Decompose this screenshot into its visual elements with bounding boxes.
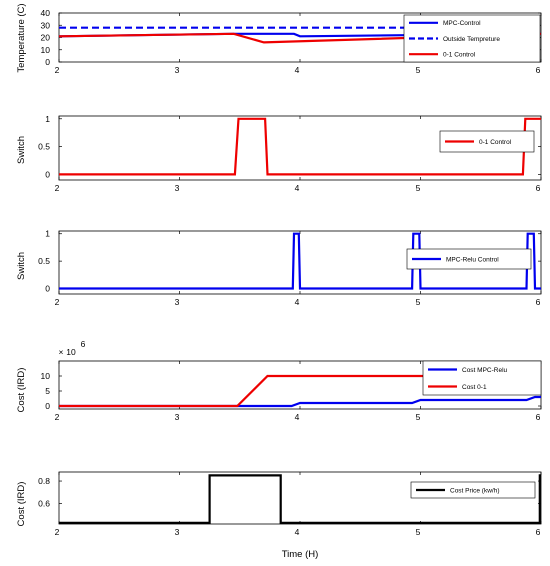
x-tick-label: 6 — [536, 183, 541, 193]
y-tick-label: 0.6 — [38, 499, 50, 509]
y-tick-label: 30 — [41, 20, 51, 30]
x-tick-label: 2 — [55, 297, 60, 307]
legend-box — [410, 481, 536, 499]
y-axis-label: Temperature (C) — [16, 3, 27, 72]
x-tick-label: 3 — [175, 65, 180, 75]
legend-label: 0-1 Control — [443, 51, 476, 58]
exponent-power: 6 — [81, 339, 86, 349]
x-tick-label: 6 — [536, 65, 541, 75]
legend-3: MPC-Relu Control — [406, 248, 532, 270]
y-tick-label: 0.5 — [38, 256, 50, 266]
legend-4: Cost MPC-Relu Cost 0-1 — [422, 360, 542, 396]
chart-panel-3: 2 3 4 5 6 0 0.5 1 Switch MPC-Relu Control — [16, 229, 542, 307]
legend-1: MPC-Control Outside Tempreture 0-1 Control — [403, 14, 541, 63]
series-line-3-1 — [59, 232, 541, 290]
x-tick-label: 4 — [295, 65, 300, 75]
legend-label: 0-1 Control — [479, 139, 512, 146]
exponent-base: 10 — [66, 347, 76, 357]
x-tick-label: 3 — [175, 412, 180, 422]
y-tick-label: 1 — [45, 229, 50, 239]
y-tick-label: 0.5 — [38, 142, 50, 152]
x-tick-label: 2 — [55, 412, 60, 422]
y-tick-label: 10 — [41, 45, 51, 55]
legend-label: Cost Price (kw/h) — [450, 487, 499, 494]
y-tick-label: 40 — [41, 8, 51, 18]
y-tick-label: 0 — [45, 57, 50, 67]
x-tick-label: 5 — [416, 412, 421, 422]
y-tick-label: 0 — [45, 169, 50, 179]
y-tick-label: 10 — [41, 371, 51, 381]
x-tick-label: 3 — [175, 527, 180, 537]
y-tick-label: 0 — [45, 284, 50, 294]
legend-5: Cost Price (kw/h) — [410, 481, 536, 499]
y-tick-label: 0 — [45, 401, 50, 411]
legend-label: MPC-Relu Control — [446, 256, 499, 263]
y-tick-label: 0.8 — [38, 476, 50, 486]
y-axis-label: Switch — [16, 252, 27, 280]
x-tick-label: 5 — [416, 297, 421, 307]
x-tick-label: 5 — [416, 183, 421, 193]
x-tick-label: 4 — [295, 527, 300, 537]
x-tick-label: 3 — [175, 183, 180, 193]
legend-label: Cost 0-1 — [462, 384, 487, 391]
y-axis-label: Switch — [16, 136, 27, 164]
legend-2: 0-1 Control — [439, 130, 535, 153]
legend-box — [439, 130, 535, 153]
x-tick-label: 2 — [55, 65, 60, 75]
chart-panel-5: 2 3 4 5 6 0.6 0.8 Cost (IRD) Cost Price (kw/h) — [16, 471, 542, 537]
legend-box — [422, 360, 542, 396]
x-tick-label: 2 — [55, 527, 60, 537]
x-tick-label: 6 — [536, 412, 541, 422]
y-axis-label: Cost (IRD) — [16, 482, 27, 527]
x-tick-label: 6 — [536, 297, 541, 307]
x-axis-label: Time (H) — [282, 549, 319, 560]
legend-label: Outside Tempreture — [443, 36, 500, 43]
legend-label: MPC-Control — [443, 20, 481, 27]
y-tick-label: 5 — [45, 386, 50, 396]
y-axis-label: Cost (IRD) — [16, 368, 27, 413]
x-tick-label: 4 — [295, 183, 300, 193]
legend-box — [406, 248, 532, 270]
chart-panel-2: 2 3 4 5 6 0 0.5 1 Switch 0-1 Control — [16, 114, 542, 193]
y-tick-label: 20 — [41, 33, 51, 43]
x-tick-label: 2 — [55, 183, 60, 193]
series-line-4-1 — [59, 395, 541, 408]
legend-label: Cost MPC-Relu — [462, 367, 508, 374]
series-line-2-1 — [59, 117, 541, 176]
exponent-times-sign: × — [59, 347, 64, 357]
chart-panel-1: 2 3 4 5 6 0 10 20 30 40 Temperature (C) MPC-Control… — [16, 3, 542, 75]
series-line-1-3 — [58, 32, 542, 44]
x-tick-label: 5 — [416, 527, 421, 537]
series-line-5-1 — [59, 474, 541, 525]
x-tick-label: 4 — [295, 412, 300, 422]
y-tick-label: 1 — [45, 114, 50, 124]
x-tick-label: 3 — [175, 297, 180, 307]
x-tick-label: 6 — [536, 527, 541, 537]
x-tick-label: 4 — [295, 297, 300, 307]
x-tick-label: 5 — [416, 65, 421, 75]
